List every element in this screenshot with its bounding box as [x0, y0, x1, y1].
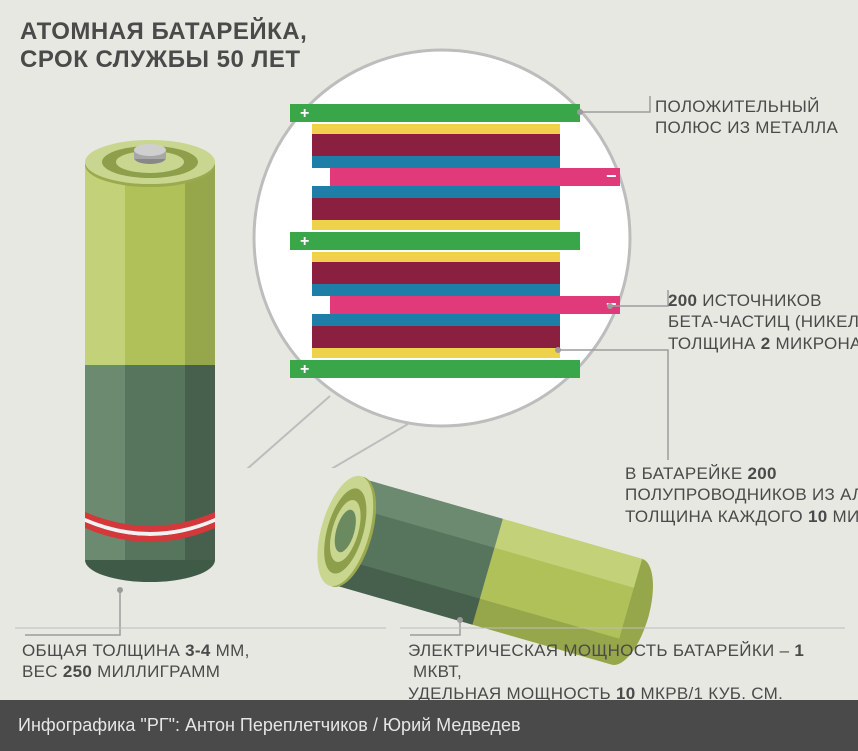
infographic-area: АТОМНАЯ БАТАРЕЙКА, СРОК СЛУЖБЫ 50 ЛЕТ [0, 0, 858, 700]
label-semiconductors: В БАТАРЕЙКЕ 200 ПОЛУПРОВОДНИКОВ ИЗ АЛМАЗ… [625, 463, 858, 527]
credit-bar: Инфографика "РГ": Антон Переплетчиков / … [0, 700, 858, 751]
canvas: АТОМНАЯ БАТАРЕЙКА, СРОК СЛУЖБЫ 50 ЛЕТ [0, 0, 858, 751]
label-positive-pole: ПОЛОЖИТЕЛЬНЫЙ ПОЛЮС ИЗ МЕТАЛЛА [655, 96, 838, 139]
credit-text: Инфографика "РГ": Антон Переплетчиков / … [18, 715, 521, 736]
label-power: ЭЛЕКТРИЧЕСКАЯ МОЩНОСТЬ БАТАРЕЙКИ – 1 МКВ… [408, 640, 858, 700]
label-thickness: ОБЩАЯ ТОЛЩИНА 3-4 ММ, ВЕС 250 МИЛЛИГРАММ [22, 640, 250, 683]
label-beta-sources: 200 ИСТОЧНИКОВ БЕТА-ЧАСТИЦ (НИКЕЛЬ-63), … [668, 290, 858, 354]
